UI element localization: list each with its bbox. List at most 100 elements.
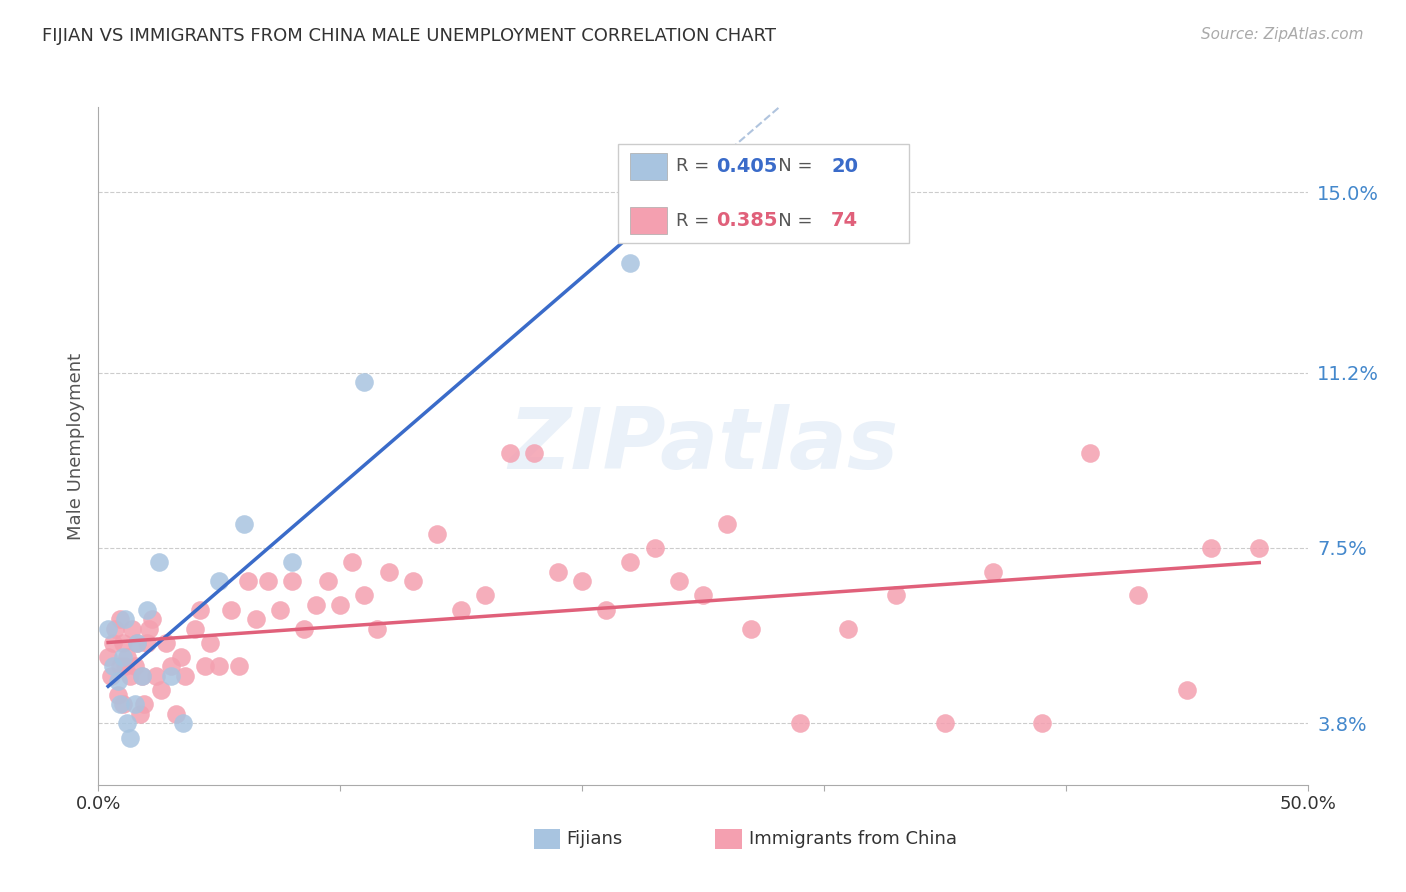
Text: Immigrants from China: Immigrants from China xyxy=(749,830,957,848)
Point xyxy=(353,588,375,602)
Point xyxy=(141,612,163,626)
Point xyxy=(101,636,124,650)
Point xyxy=(104,622,127,636)
Point xyxy=(111,650,134,665)
Point xyxy=(619,256,641,270)
Point xyxy=(131,669,153,683)
Point xyxy=(353,375,375,389)
Point xyxy=(1128,588,1150,602)
Point xyxy=(184,622,207,636)
Point xyxy=(208,574,231,588)
Point xyxy=(114,659,136,673)
Point xyxy=(571,574,593,588)
Point xyxy=(281,555,304,569)
Point xyxy=(474,588,496,602)
Text: 0.405: 0.405 xyxy=(716,157,778,176)
Point xyxy=(111,698,134,712)
FancyBboxPatch shape xyxy=(630,153,666,180)
Point xyxy=(329,598,352,612)
Point xyxy=(292,622,315,636)
Text: Fijians: Fijians xyxy=(567,830,623,848)
Point xyxy=(245,612,267,626)
Text: R =: R = xyxy=(676,211,716,229)
Point xyxy=(128,706,150,721)
Point xyxy=(1175,683,1198,698)
Point xyxy=(127,636,149,650)
Point xyxy=(131,669,153,683)
Point xyxy=(101,659,124,673)
Point xyxy=(619,555,641,569)
Point xyxy=(107,673,129,688)
Point xyxy=(232,517,254,532)
Point xyxy=(118,669,141,683)
Point xyxy=(595,602,617,616)
Text: 74: 74 xyxy=(831,211,858,230)
Point xyxy=(145,669,167,683)
Point xyxy=(172,716,194,731)
Point xyxy=(107,688,129,702)
Point xyxy=(160,659,183,673)
Point xyxy=(114,612,136,626)
Point xyxy=(188,602,211,616)
Text: 20: 20 xyxy=(831,157,858,176)
Point xyxy=(97,650,120,665)
Point xyxy=(547,565,569,579)
Point xyxy=(135,602,157,616)
Point xyxy=(886,588,908,602)
Point xyxy=(111,636,134,650)
Text: ZIPatlas: ZIPatlas xyxy=(508,404,898,488)
Y-axis label: Male Unemployment: Male Unemployment xyxy=(66,352,84,540)
Point xyxy=(402,574,425,588)
Point xyxy=(100,669,122,683)
Point xyxy=(238,574,260,588)
Point xyxy=(160,669,183,683)
Point xyxy=(644,541,666,555)
Point xyxy=(934,716,956,731)
Point xyxy=(305,598,328,612)
Point xyxy=(124,659,146,673)
Point xyxy=(668,574,690,588)
Point xyxy=(377,565,399,579)
Point xyxy=(135,636,157,650)
Point xyxy=(198,636,221,650)
Point xyxy=(117,716,139,731)
Point xyxy=(221,602,243,616)
Point xyxy=(150,683,173,698)
Point xyxy=(108,659,131,673)
Point xyxy=(134,698,156,712)
Point xyxy=(450,602,472,616)
Text: R =: R = xyxy=(676,158,716,176)
Point xyxy=(740,622,762,636)
FancyBboxPatch shape xyxy=(534,829,561,849)
Point xyxy=(281,574,304,588)
Point xyxy=(228,659,250,673)
Point xyxy=(1199,541,1222,555)
FancyBboxPatch shape xyxy=(716,829,742,849)
Point xyxy=(498,446,520,460)
Point xyxy=(523,446,546,460)
Point xyxy=(366,622,388,636)
Point xyxy=(174,669,197,683)
Text: 0.385: 0.385 xyxy=(716,211,778,230)
Point xyxy=(165,706,187,721)
Point xyxy=(1031,716,1053,731)
Text: N =: N = xyxy=(761,158,818,176)
FancyBboxPatch shape xyxy=(619,145,908,243)
Point xyxy=(208,659,231,673)
Point xyxy=(108,612,131,626)
Point xyxy=(269,602,291,616)
Point xyxy=(155,636,177,650)
Point xyxy=(138,622,160,636)
Point xyxy=(97,622,120,636)
Point xyxy=(118,731,141,745)
Point xyxy=(127,636,149,650)
FancyBboxPatch shape xyxy=(630,207,666,234)
Point xyxy=(194,659,217,673)
Point xyxy=(426,526,449,541)
Point xyxy=(256,574,278,588)
Point xyxy=(117,650,139,665)
Point xyxy=(169,650,191,665)
Text: FIJIAN VS IMMIGRANTS FROM CHINA MALE UNEMPLOYMENT CORRELATION CHART: FIJIAN VS IMMIGRANTS FROM CHINA MALE UNE… xyxy=(42,27,776,45)
Point xyxy=(121,622,143,636)
Text: Source: ZipAtlas.com: Source: ZipAtlas.com xyxy=(1201,27,1364,42)
